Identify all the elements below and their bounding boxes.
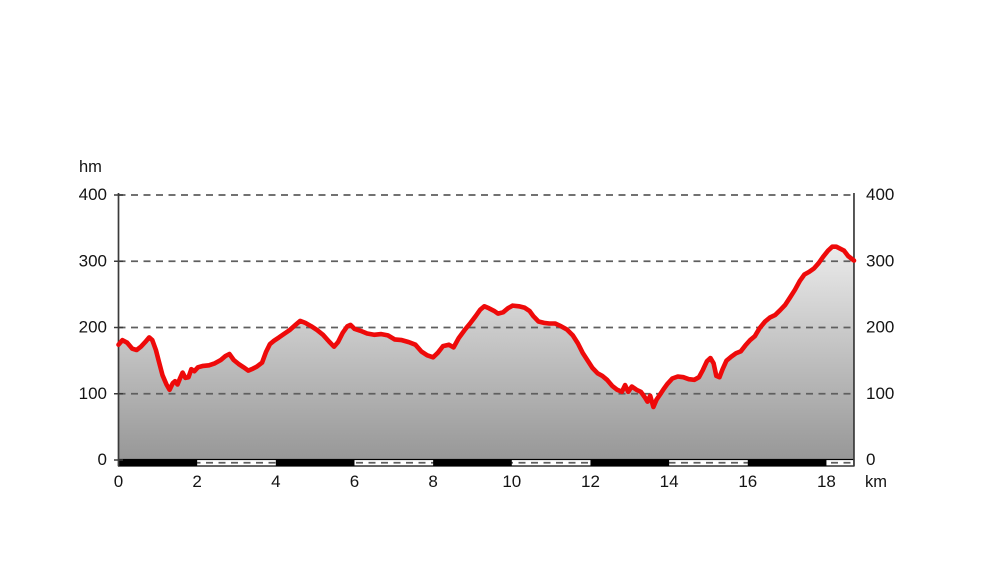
scale-bar-black-segment-0 (118, 459, 198, 466)
x-tick-label-10: 10 (502, 472, 521, 491)
y-axis-labels-left: 0 100 200 300 400 (79, 185, 107, 469)
axes (114, 193, 855, 466)
y-axis-unit-label: hm (79, 158, 102, 176)
y-axis-labels-right: 0 100 200 300 400 (866, 185, 894, 469)
y-tick-label-right-0: 0 (866, 450, 875, 469)
y-tick-label-left-300: 300 (79, 251, 107, 270)
x-tick-label-6: 6 (350, 472, 359, 491)
x-tick-label-4: 4 (271, 472, 280, 491)
y-tick-label-right-400: 400 (866, 185, 894, 204)
x-tick-label-0: 0 (114, 472, 123, 491)
elevation-line (116, 244, 857, 410)
scale-bar-black-segment-12 (590, 459, 670, 466)
y-tick-label-left-0: 0 (98, 450, 107, 469)
x-tick-label-2: 2 (192, 472, 201, 491)
x-tick-label-8: 8 (428, 472, 437, 491)
x-axis-labels: 0 2 4 6 8 10 12 14 16 18 (114, 472, 836, 491)
scale-bar-black-segment-4 (275, 459, 355, 466)
y-tick-label-right-100: 100 (866, 384, 894, 403)
x-tick-label-18: 18 (817, 472, 836, 491)
scale-bar-black-segment-8 (433, 459, 512, 466)
y-tick-label-right-300: 300 (866, 251, 894, 270)
y-tick-label-right-200: 200 (866, 318, 894, 337)
x-tick-label-14: 14 (660, 472, 679, 491)
scale-bar-black-segment-16 (747, 459, 827, 466)
y-tick-label-left-200: 200 (79, 318, 107, 337)
x-tick-label-12: 12 (581, 472, 600, 491)
y-tick-label-left-400: 400 (79, 185, 107, 204)
elevation-area-fill (118, 246, 854, 460)
x-tick-label-16: 16 (738, 472, 757, 491)
x-axis-unit-label: km (865, 473, 887, 491)
y-tick-label-left-100: 100 (79, 384, 107, 403)
